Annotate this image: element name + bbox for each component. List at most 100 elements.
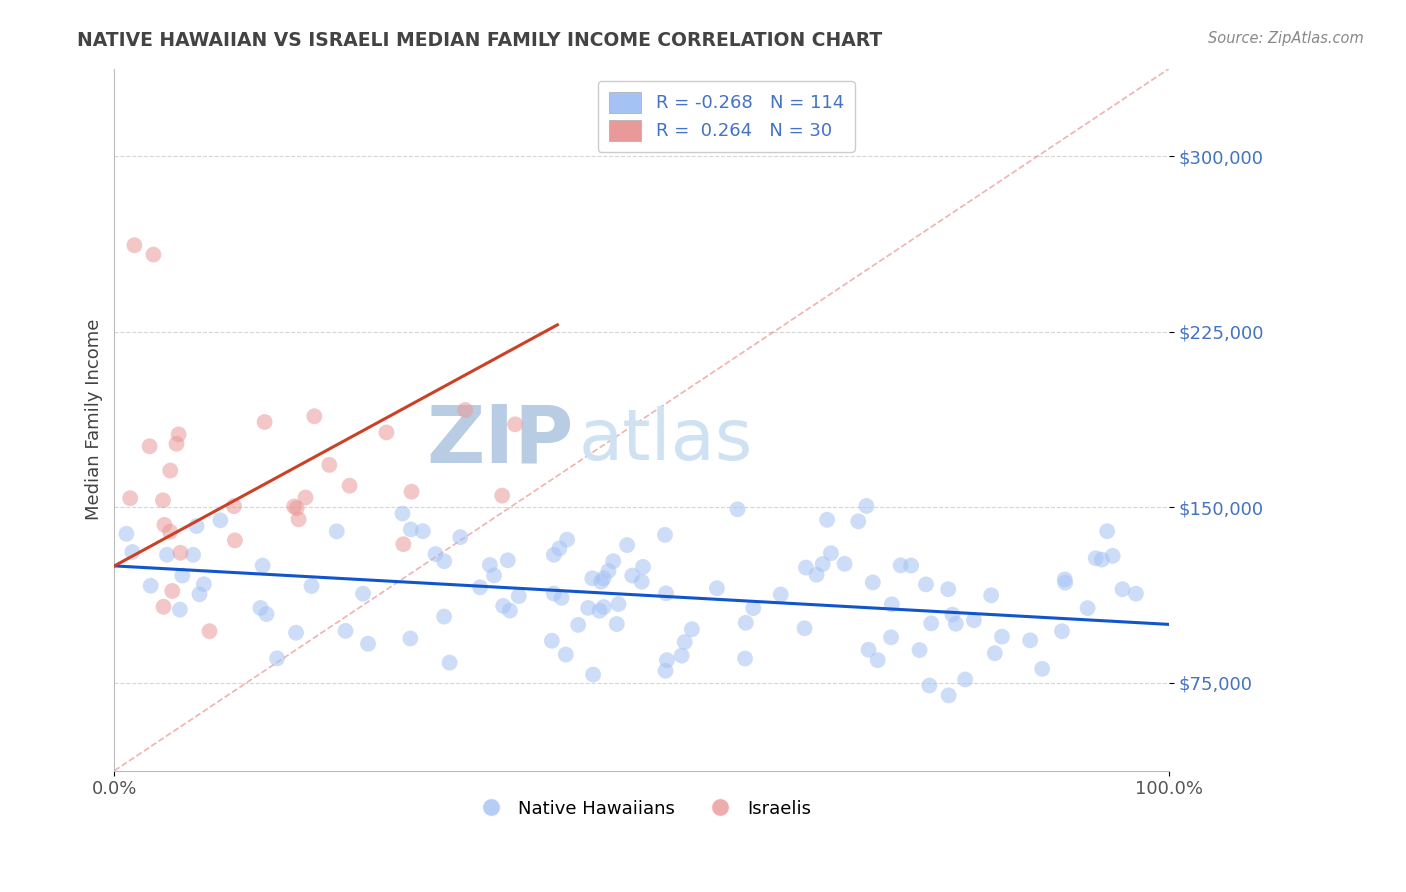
- Native Hawaiians: [541, 633, 564, 648]
- Native Hawaiians: [607, 597, 630, 611]
- Native Hawaiians: [654, 528, 676, 542]
- Native Hawaiians: [769, 587, 792, 601]
- Israelis: [222, 499, 245, 513]
- Israelis: [166, 437, 188, 451]
- Native Hawaiians: [991, 630, 1014, 644]
- Native Hawaiians: [941, 607, 963, 622]
- Israelis: [120, 491, 142, 506]
- Native Hawaiians: [984, 646, 1007, 660]
- Native Hawaiians: [815, 513, 838, 527]
- Native Hawaiians: [1111, 582, 1133, 597]
- Native Hawaiians: [880, 630, 903, 644]
- Text: NATIVE HAWAIIAN VS ISRAELI MEDIAN FAMILY INCOME CORRELATION CHART: NATIVE HAWAIIAN VS ISRAELI MEDIAN FAMILY…: [77, 31, 883, 50]
- Native Hawaiians: [915, 577, 938, 591]
- Native Hawaiians: [631, 560, 654, 574]
- Native Hawaiians: [866, 653, 889, 667]
- Native Hawaiians: [655, 586, 678, 600]
- Israelis: [392, 537, 415, 551]
- Native Hawaiians: [499, 604, 522, 618]
- Native Hawaiians: [834, 557, 856, 571]
- Native Hawaiians: [139, 579, 162, 593]
- Native Hawaiians: [433, 609, 456, 624]
- Native Hawaiians: [706, 581, 728, 595]
- Native Hawaiians: [121, 545, 143, 559]
- Native Hawaiians: [855, 499, 877, 513]
- Native Hawaiians: [900, 558, 922, 573]
- Native Hawaiians: [1091, 552, 1114, 566]
- Native Hawaiians: [433, 554, 456, 568]
- Native Hawaiians: [862, 575, 884, 590]
- Native Hawaiians: [555, 533, 578, 547]
- Native Hawaiians: [671, 648, 693, 663]
- Text: ZIP: ZIP: [426, 401, 574, 480]
- Native Hawaiians: [980, 588, 1002, 602]
- Israelis: [287, 512, 309, 526]
- Native Hawaiians: [478, 558, 501, 572]
- Native Hawaiians: [181, 548, 204, 562]
- Native Hawaiians: [918, 679, 941, 693]
- Israelis: [454, 403, 477, 417]
- Native Hawaiians: [820, 546, 842, 560]
- Text: atlas: atlas: [578, 406, 752, 475]
- Native Hawaiians: [890, 558, 912, 573]
- Native Hawaiians: [858, 642, 880, 657]
- Native Hawaiians: [945, 616, 967, 631]
- Native Hawaiians: [920, 616, 942, 631]
- Native Hawaiians: [655, 653, 678, 667]
- Israelis: [294, 491, 316, 505]
- Native Hawaiians: [673, 635, 696, 649]
- Native Hawaiians: [548, 541, 571, 556]
- Native Hawaiians: [357, 637, 380, 651]
- Native Hawaiians: [936, 582, 959, 597]
- Native Hawaiians: [1125, 587, 1147, 601]
- Native Hawaiians: [846, 514, 869, 528]
- Israelis: [318, 458, 340, 472]
- Native Hawaiians: [412, 524, 434, 538]
- Israelis: [401, 484, 423, 499]
- Native Hawaiians: [449, 530, 471, 544]
- Israelis: [153, 517, 176, 532]
- Israelis: [124, 238, 146, 252]
- Israelis: [224, 533, 246, 548]
- Israelis: [159, 524, 181, 539]
- Native Hawaiians: [1054, 575, 1077, 590]
- Y-axis label: Median Family Income: Median Family Income: [86, 319, 103, 520]
- Native Hawaiians: [172, 568, 194, 582]
- Native Hawaiians: [598, 564, 620, 578]
- Israelis: [253, 415, 276, 429]
- Native Hawaiians: [399, 523, 422, 537]
- Native Hawaiians: [1077, 601, 1099, 615]
- Native Hawaiians: [1031, 662, 1053, 676]
- Israelis: [167, 427, 190, 442]
- Native Hawaiians: [811, 557, 834, 571]
- Native Hawaiians: [496, 553, 519, 567]
- Native Hawaiians: [391, 507, 413, 521]
- Israelis: [285, 501, 308, 516]
- Native Hawaiians: [1019, 633, 1042, 648]
- Native Hawaiians: [193, 577, 215, 591]
- Native Hawaiians: [301, 579, 323, 593]
- Israelis: [339, 479, 361, 493]
- Native Hawaiians: [252, 558, 274, 573]
- Native Hawaiians: [616, 538, 638, 552]
- Native Hawaiians: [325, 524, 347, 539]
- Israelis: [304, 409, 326, 424]
- Israelis: [503, 417, 526, 432]
- Native Hawaiians: [256, 607, 278, 621]
- Legend: Native Hawaiians, Israelis: Native Hawaiians, Israelis: [465, 792, 818, 825]
- Native Hawaiians: [734, 615, 756, 630]
- Native Hawaiians: [468, 580, 491, 594]
- Native Hawaiians: [654, 664, 676, 678]
- Native Hawaiians: [588, 604, 610, 618]
- Native Hawaiians: [621, 568, 644, 582]
- Native Hawaiians: [543, 586, 565, 600]
- Israelis: [162, 584, 184, 599]
- Israelis: [198, 624, 221, 639]
- Native Hawaiians: [880, 597, 903, 611]
- Israelis: [138, 439, 160, 453]
- Israelis: [152, 493, 174, 508]
- Native Hawaiians: [953, 673, 976, 687]
- Native Hawaiians: [606, 617, 628, 632]
- Native Hawaiians: [508, 589, 530, 603]
- Native Hawaiians: [1084, 551, 1107, 566]
